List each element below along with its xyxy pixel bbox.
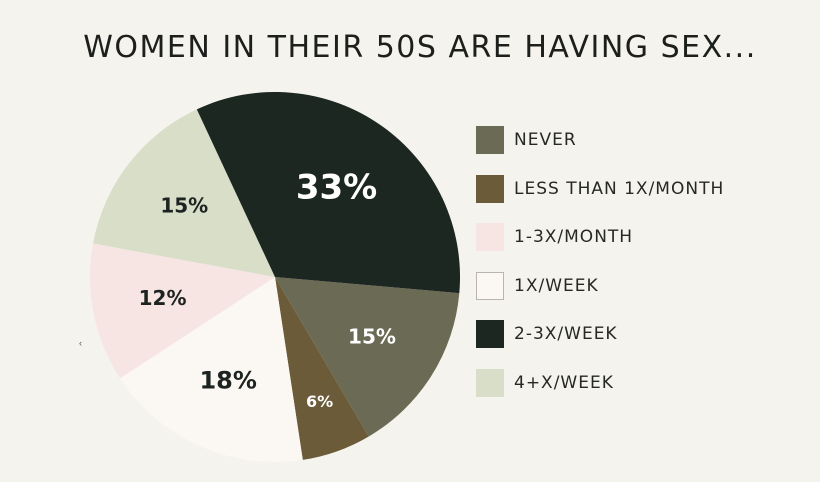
legend-item: NEVER bbox=[476, 116, 724, 165]
legend-swatch bbox=[476, 126, 504, 155]
pie-slice-less-than-1x-month bbox=[275, 277, 369, 460]
pie-label-1-3x-month: 12% bbox=[139, 286, 187, 310]
legend-label: 2-3X/WEEK bbox=[514, 324, 618, 345]
pie-slice-1-3x-month bbox=[89, 243, 275, 379]
pie-labels: 15% 6% 18% 12% 15% 33% bbox=[139, 168, 396, 411]
decorative-tick: ‹ bbox=[79, 338, 82, 348]
pie-slice-4-x-week bbox=[93, 109, 275, 277]
pie-slice-2-3x-week bbox=[196, 91, 461, 294]
pie-slice-never bbox=[275, 277, 460, 437]
legend-item: 2-3X/WEEK bbox=[476, 310, 724, 359]
pie-label-2-3x-week: 33% bbox=[296, 168, 377, 208]
legend-swatch bbox=[476, 271, 504, 300]
pie-label-less-than-1x-month: 6% bbox=[306, 392, 333, 411]
legend-swatch bbox=[476, 174, 504, 203]
pie-label-never: 15% bbox=[348, 325, 396, 349]
legend-item: 4+X/WEEK bbox=[476, 359, 724, 408]
legend-swatch bbox=[476, 320, 504, 349]
legend-item: LESS THAN 1X/MONTH bbox=[476, 165, 724, 214]
chart-title: WOMEN IN THEIR 50S ARE HAVING SEX... bbox=[83, 30, 757, 65]
legend-item: 1X/WEEK bbox=[476, 262, 724, 311]
legend-label: LESS THAN 1X/MONTH bbox=[514, 178, 725, 199]
pie-label-4-x-week: 15% bbox=[160, 193, 208, 217]
legend-label: 1-3X/MONTH bbox=[514, 227, 634, 248]
legend-label: 1X/WEEK bbox=[514, 275, 599, 296]
legend-label: 4+X/WEEK bbox=[514, 372, 614, 393]
legend-label: NEVER bbox=[514, 130, 577, 151]
legend-swatch bbox=[476, 368, 504, 397]
legend-swatch bbox=[476, 223, 504, 252]
legend-item: 1-3X/MONTH bbox=[476, 213, 724, 262]
pie-slice-1x-week bbox=[120, 277, 303, 462]
pie-label-1x-week: 18% bbox=[199, 367, 256, 395]
chart-legend: NEVER LESS THAN 1X/MONTH 1-3X/MONTH 1X/WEEK… bbox=[476, 116, 724, 407]
pie-slices bbox=[89, 91, 461, 462]
